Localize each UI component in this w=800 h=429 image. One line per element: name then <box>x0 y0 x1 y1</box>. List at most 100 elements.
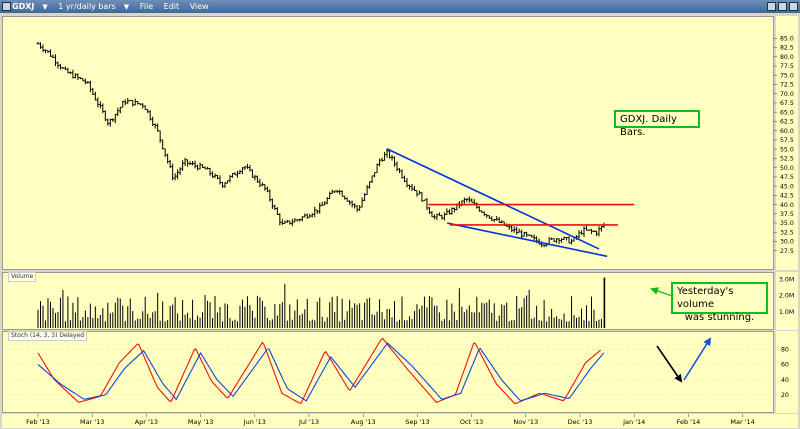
price-bar <box>258 178 262 188</box>
price-bar <box>103 110 107 122</box>
interval-dropdown-icon[interactable]: ▼ <box>123 3 130 11</box>
price-pane[interactable] <box>2 16 774 270</box>
volume-tick-label: 3.0M <box>779 276 794 283</box>
price-tick-label: 30.0 <box>780 239 794 246</box>
price-bar <box>161 139 165 150</box>
price-bar <box>96 97 100 108</box>
price-bar <box>462 197 466 204</box>
time-axis <box>2 414 798 428</box>
price-bar <box>420 192 424 202</box>
price-bar <box>280 219 284 225</box>
price-tick-labels: 85.0 82.5 80.0 77.5 75.0 72.5 70.0 67.5 65.0 62.5… <box>774 35 794 255</box>
price-bar <box>415 190 419 197</box>
price-bar <box>452 207 456 213</box>
price-bar <box>350 200 354 208</box>
price-bar <box>355 205 359 213</box>
price-bar <box>275 207 279 215</box>
price-bar <box>437 212 442 217</box>
maximize-icon[interactable] <box>778 2 787 11</box>
price-bar <box>392 156 397 167</box>
price-bar <box>118 106 122 114</box>
price-bar <box>305 213 309 219</box>
price-axis <box>776 16 798 270</box>
window-menu-icon[interactable] <box>2 2 11 11</box>
price-tick-label: 27.5 <box>780 248 794 255</box>
time-tick-label: Aug '13 <box>351 418 376 426</box>
stoch-k-line <box>37 337 601 404</box>
close-icon[interactable] <box>789 2 798 11</box>
ticker-label[interactable]: GDXJ <box>12 2 35 11</box>
price-bar <box>53 54 58 67</box>
price-tick-label: 75.0 <box>780 72 794 79</box>
price-bar <box>395 161 399 172</box>
annotation-title-text: GDXJ. Daily Bars. <box>620 114 677 138</box>
price-tick-label: 35.0 <box>780 220 794 227</box>
volume-tick-labels: 3.0M 2.0M 1.0M <box>779 276 794 316</box>
time-tick-label: Dec '13 <box>568 418 593 426</box>
price-bar <box>76 73 80 81</box>
up-arrow <box>683 337 712 381</box>
price-bar <box>315 209 319 215</box>
menu-file[interactable]: File <box>139 2 154 11</box>
price-bar <box>360 197 364 208</box>
stoch-tick-label: 80 <box>781 346 789 353</box>
trend-lines <box>387 148 635 258</box>
time-tick-label: Feb '13 <box>26 418 50 426</box>
window-title-bar: GDXJ ▼ 1 yr/daily bars ▼ File Edit View <box>0 0 800 13</box>
price-bar <box>358 205 362 212</box>
price-bar <box>495 216 499 221</box>
chart-annotation-title: GDXJ. Daily Bars. <box>614 110 700 138</box>
stoch-tick-label: 40 <box>781 377 789 384</box>
price-bar <box>113 113 117 124</box>
price-tick-label: 32.5 <box>780 229 794 236</box>
time-tick-label: Oct '13 <box>460 418 483 426</box>
price-bar <box>188 161 192 166</box>
price-bar <box>510 224 514 233</box>
stoch-tick-label: 60 <box>781 362 789 369</box>
price-bar <box>430 210 434 218</box>
price-bar <box>577 230 581 240</box>
time-tick-label: Feb '14 <box>677 418 701 426</box>
price-bar <box>440 214 444 220</box>
price-bar <box>220 182 225 188</box>
stoch-pane-label: Stoch (14, 3, 3) Delayed <box>8 331 88 341</box>
volume-axis <box>776 272 798 330</box>
time-tick-labels: Feb '13 Mar '13 Apr '13 May '13 Jun '13 Jul '… <box>26 414 755 426</box>
interval-label[interactable]: 1 yr/daily bars <box>58 2 116 11</box>
price-bar <box>136 101 140 105</box>
menu-view[interactable]: View <box>189 2 209 11</box>
volume-pane-label: Volume <box>8 272 37 282</box>
price-bar <box>98 101 102 109</box>
price-tick-label: 85.0 <box>780 35 794 42</box>
price-bar <box>318 202 322 214</box>
price-bar <box>567 236 571 244</box>
price-bar <box>290 218 294 227</box>
price-tick-label: 40.0 <box>780 202 794 209</box>
price-bar <box>71 69 75 79</box>
time-tick-label: Jul '13 <box>298 418 319 426</box>
price-bar <box>208 167 212 176</box>
price-tick-label: 70.0 <box>780 91 794 98</box>
volume-annotation: Yesterday's volume was stunning. <box>671 282 768 323</box>
price-bar <box>367 181 372 189</box>
price-bar <box>73 73 77 79</box>
price-bar <box>38 42 43 49</box>
price-bar <box>427 207 432 215</box>
ticker-dropdown-icon[interactable]: ▼ <box>42 3 48 11</box>
price-bar <box>270 198 274 209</box>
price-tick-label: 60.0 <box>780 128 794 135</box>
time-tick-label: Nov '13 <box>513 418 538 426</box>
price-bar <box>176 169 180 180</box>
minimize-icon[interactable] <box>767 2 776 11</box>
price-bar <box>340 190 344 197</box>
price-bar <box>338 189 342 195</box>
price-bar <box>235 170 240 178</box>
menu-edit[interactable]: Edit <box>163 2 180 11</box>
price-bar <box>278 213 282 226</box>
price-bar <box>328 191 332 199</box>
price-bar <box>273 204 277 211</box>
price-bar <box>158 130 162 143</box>
volume-bars <box>37 277 606 328</box>
stoch-tick-label: 20 <box>781 392 789 399</box>
